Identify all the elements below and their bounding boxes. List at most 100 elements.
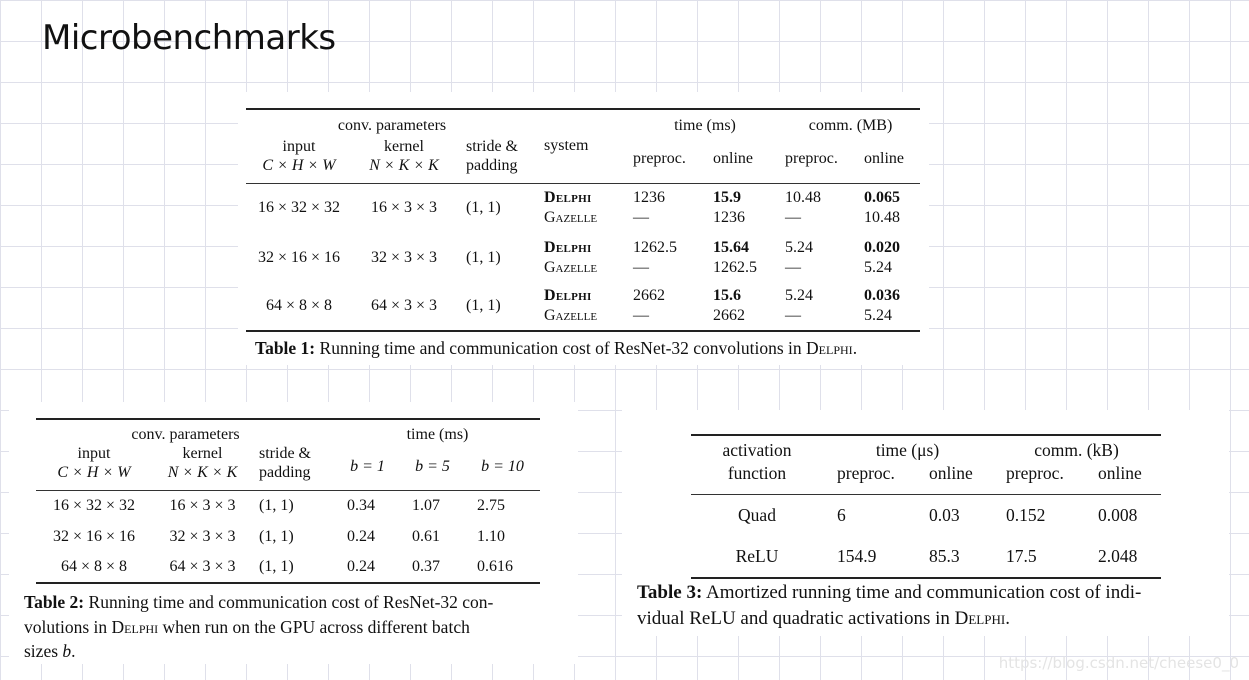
table1-cell-comm-preproc: —: [785, 307, 801, 324]
table3-caption-line1: Amortized running time and communication…: [706, 582, 1142, 603]
table2-header-conv-params: conv. parameters: [131, 426, 240, 443]
table2-caption-end: .: [71, 641, 76, 661]
table1-cell-comm-preproc: —: [785, 258, 801, 276]
table2-header-b10: b = 10: [481, 457, 524, 475]
table-row: 64 × 8 × 8 64 × 3 × 3 (1, 1) Delphi Gaze…: [246, 282, 920, 331]
table1-cell-comm-preproc: 5.24: [785, 287, 813, 304]
table3-header-activation: activation: [722, 440, 792, 460]
table1-cell-stride: (1, 1): [466, 248, 501, 266]
table3-caption-end: .: [1005, 608, 1010, 629]
table1-cell-comm-online: 0.020: [864, 238, 900, 256]
table1-cell-time-online: 1262.5: [713, 258, 757, 276]
table3-cell-time-preproc: 154.9: [837, 546, 877, 566]
table-row: 16 × 32 × 32 16 × 3 × 3 (1, 1) Delphi Ga…: [246, 183, 920, 233]
table1-header-input: input: [282, 138, 316, 155]
table2-cell-b10: 1.10: [477, 527, 505, 545]
table2-caption-label: Table 2:: [24, 592, 85, 612]
table2-cell-b10: 0.616: [477, 558, 513, 575]
table2-header-kernel-dims: N × K × K: [167, 464, 238, 481]
table1-cell-comm-online: 10.48: [864, 209, 900, 227]
table3-cell-function: ReLU: [735, 546, 779, 566]
table1-cell-kernel: 32 × 3 × 3: [370, 248, 438, 266]
table-row: Quad 6 0.03 0.152 0.008: [691, 494, 1161, 536]
table1-cell-comm-online: 0.036: [864, 287, 900, 304]
table2-cell-b1: 0.24: [347, 558, 375, 575]
table-row: 16 × 32 × 32 16 × 3 × 3 (1, 1) 0.34 1.07…: [36, 490, 540, 521]
table1-cell-time-preproc: —: [633, 258, 649, 276]
table3-header-time-online: online: [929, 463, 973, 483]
table1-cell-comm-preproc: 5.24: [785, 238, 813, 256]
table3-caption-label: Table 3:: [637, 582, 703, 603]
table1-caption-text: Running time and communication cost of R…: [319, 338, 802, 358]
table3: activation time (μs) comm. (kB) function…: [691, 434, 1161, 579]
table2-caption-var: b: [62, 641, 72, 661]
table3-cell-comm-online: 2.048: [1098, 546, 1138, 566]
table2-cell-kernel: 64 × 3 × 3: [169, 558, 236, 575]
table1-cell-time-online: 2662: [713, 307, 745, 324]
table1-caption-end: .: [852, 338, 858, 358]
table1-cell-time-online: 15.6: [713, 287, 741, 304]
table1-header-kernel: kernel: [384, 138, 424, 155]
table1-header-time-preproc: preproc.: [633, 149, 686, 167]
table1-header-input-dims: C × H × W: [262, 157, 336, 174]
table2-header-time: time (ms): [406, 426, 469, 443]
table1-cell-system-gazelle: Gazelle: [544, 258, 598, 276]
table1-cell-time-preproc: —: [633, 307, 649, 324]
table1-cell-time-online: 15.64: [713, 238, 749, 256]
table3-header-time: time (μs): [875, 440, 940, 460]
table1-cell-comm-preproc: —: [785, 209, 801, 227]
table1-header-padding: padding: [466, 157, 518, 174]
table1-cell-input: 64 × 8 × 8: [265, 297, 333, 314]
table1-cell-time-online: 1236: [713, 209, 745, 227]
table1-cell-comm-online: 0.065: [864, 189, 900, 207]
table1-cell-time-preproc: —: [633, 209, 649, 227]
table2-cell-input: 32 × 16 × 16: [52, 527, 136, 545]
table1-cell-stride: (1, 1): [466, 297, 501, 314]
table2-cell-b1: 0.24: [347, 527, 375, 545]
table1-caption-label: Table 1:: [255, 338, 316, 358]
table1-cell-input: 16 × 32 × 32: [257, 199, 341, 217]
table-row: 64 × 8 × 8 64 × 3 × 3 (1, 1) 0.24 0.37 0…: [36, 552, 540, 583]
table2-cell-b5: 0.37: [412, 558, 440, 575]
table1: conv. parameters time (ms) comm. (MB) in…: [246, 108, 920, 332]
table1-cell-system-delphi: Delphi: [544, 189, 592, 207]
table1-header-time-online: online: [713, 149, 753, 167]
table2-cell-b10: 2.75: [477, 496, 505, 514]
table1-cell-system-gazelle: Gazelle: [544, 307, 598, 324]
table2-cell-stride: (1, 1): [259, 558, 294, 575]
watermark: https://blog.csdn.net/cheese0_0: [998, 654, 1239, 672]
table1-caption-system: Delphi: [806, 338, 853, 358]
table-row: ReLU 154.9 85.3 17.5 2.048: [691, 536, 1161, 578]
table2: conv. parameters time (ms) input C × H ×…: [36, 418, 540, 584]
table1-cell-stride: (1, 1): [466, 199, 501, 217]
table1-header-comm-preproc: preproc.: [785, 149, 838, 167]
table1-cell-system-gazelle: Gazelle: [544, 209, 598, 227]
table2-header-stride: stride &: [259, 445, 311, 462]
table1-cell-time-preproc: 2662: [633, 287, 665, 304]
table1-cell-kernel: 64 × 3 × 3: [370, 297, 438, 314]
table3-header-comm-preproc: preproc.: [1006, 463, 1064, 483]
table2-caption-line1: Running time and communication cost of R…: [88, 592, 494, 612]
table2-header-padding: padding: [259, 464, 311, 481]
table1-header-system: system: [544, 137, 589, 154]
table3-panel: activation time (μs) comm. (kB) function…: [622, 410, 1229, 636]
table3-cell-comm-preproc: 17.5: [1006, 546, 1037, 566]
table1-caption: Table 1: Running time and communication …: [255, 338, 857, 359]
table3-caption-system: Delphi: [954, 608, 1006, 629]
table1-cell-input: 32 × 16 × 16: [257, 248, 341, 266]
table1-panel: conv. parameters time (ms) comm. (MB) in…: [238, 92, 929, 365]
table2-caption-line3a: sizes: [24, 641, 59, 661]
table2-caption-system: Delphi: [111, 616, 159, 637]
table1-header-comm-online: online: [864, 149, 904, 167]
table1-cell-kernel: 16 × 3 × 3: [370, 199, 438, 217]
table2-cell-input: 64 × 8 × 8: [60, 558, 128, 575]
table3-header-time-preproc: preproc.: [837, 463, 895, 483]
table1-cell-system-delphi: Delphi: [544, 238, 592, 256]
table2-header-input-dims: C × H × W: [57, 464, 131, 481]
table1-cell-time-preproc: 1236: [633, 189, 665, 207]
table2-cell-b1: 0.34: [347, 496, 375, 514]
table2-cell-stride: (1, 1): [259, 527, 294, 545]
table1-header-kernel-dims: N × K × K: [369, 157, 439, 174]
table2-header-b1: b = 1: [350, 457, 385, 475]
table2-caption-line2b: when run on the GPU across different bat…: [162, 616, 470, 637]
